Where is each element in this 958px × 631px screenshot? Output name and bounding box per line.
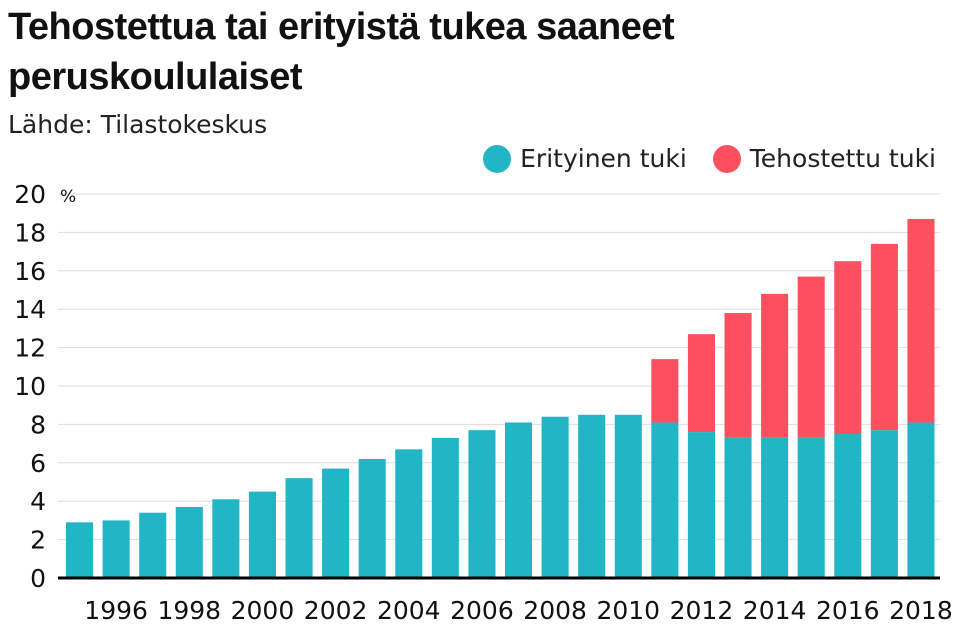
y-tick-label-2: 2 xyxy=(30,526,46,555)
legend-item-tehostettu-tuki: Tehostettu tuki xyxy=(712,144,936,173)
x-tick-label-2004: 2004 xyxy=(377,596,441,625)
legend-label-tehostettu-tuki: Tehostettu tuki xyxy=(749,144,936,173)
bar-erityinen-tuki-2013 xyxy=(724,437,752,578)
legend-swatch-tehostettu-tuki xyxy=(712,144,741,173)
bar-tehostettu-tuki-2018 xyxy=(907,218,935,423)
y-tick-label-8: 8 xyxy=(30,410,46,439)
y-tick-label-0: 0 xyxy=(30,564,46,593)
bar-erityinen-tuki-2007 xyxy=(505,422,533,578)
x-tick-label-2006: 2006 xyxy=(450,596,514,625)
y-tick-label-10: 10 xyxy=(14,372,46,401)
legend-swatch-erityinen-tuki xyxy=(483,144,512,173)
x-tick-label-2000: 2000 xyxy=(231,596,295,625)
x-tick-label-2008: 2008 xyxy=(523,596,587,625)
bar-erityinen-tuki-2018 xyxy=(907,422,935,578)
bar-erityinen-tuki-1997 xyxy=(139,512,167,578)
y-tick-label-14: 14 xyxy=(14,295,46,324)
y-unit-label: % xyxy=(60,187,76,207)
legend-item-erityinen-tuki: Erityinen tuki xyxy=(483,144,687,173)
bar-tehostettu-tuki-2017 xyxy=(870,243,898,431)
bar-erityinen-tuki-2009 xyxy=(578,414,606,578)
chart-source: Lähde: Tilastokeskus xyxy=(8,110,268,139)
bar-tehostettu-tuki-2016 xyxy=(834,261,862,434)
bar-erityinen-tuki-2012 xyxy=(687,432,715,578)
bar-erityinen-tuki-2003 xyxy=(358,458,386,578)
y-tick-label-4: 4 xyxy=(30,487,46,516)
bar-erityinen-tuki-2002 xyxy=(322,468,350,578)
bar-erityinen-tuki-2017 xyxy=(870,430,898,578)
bar-erityinen-tuki-2011 xyxy=(651,422,679,578)
legend-label-erityinen-tuki: Erityinen tuki xyxy=(520,144,687,173)
bar-erityinen-tuki-2005 xyxy=(431,437,459,578)
bar-erityinen-tuki-1998 xyxy=(175,506,203,578)
bar-tehostettu-tuki-2013 xyxy=(724,313,752,438)
bar-erityinen-tuki-1999 xyxy=(212,499,240,578)
bar-erityinen-tuki-2008 xyxy=(541,416,569,578)
bar-tehostettu-tuki-2014 xyxy=(761,293,789,438)
y-tick-label-20: 20 xyxy=(14,180,46,209)
x-tick-label-2014: 2014 xyxy=(743,596,807,625)
y-tick-label-18: 18 xyxy=(14,218,46,247)
x-tick-label-1998: 1998 xyxy=(157,596,221,625)
x-tick-label-2016: 2016 xyxy=(816,596,880,625)
y-tick-label-6: 6 xyxy=(30,449,46,478)
chart-title: Tehostettua tai erityistä tukea saaneet … xyxy=(8,6,675,98)
bar-erityinen-tuki-2004 xyxy=(395,449,423,578)
bar-erityinen-tuki-2015 xyxy=(797,437,825,578)
x-tick-label-1996: 1996 xyxy=(84,596,148,625)
bar-erityinen-tuki-2016 xyxy=(834,434,862,578)
x-tick-label-2010: 2010 xyxy=(596,596,660,625)
legend: Erityinen tuki Tehostettu tuki xyxy=(457,144,936,173)
x-tick-label-2018: 2018 xyxy=(889,596,953,625)
bar-erityinen-tuki-2014 xyxy=(761,437,789,578)
bar-erityinen-tuki-2000 xyxy=(248,491,276,578)
bar-tehostettu-tuki-2015 xyxy=(797,276,825,438)
bar-erityinen-tuki-2010 xyxy=(614,414,642,578)
bar-tehostettu-tuki-2012 xyxy=(687,334,715,433)
y-tick-label-16: 16 xyxy=(14,257,46,286)
bar-tehostettu-tuki-2011 xyxy=(651,359,679,423)
bar-erityinen-tuki-2006 xyxy=(468,430,496,578)
bar-erityinen-tuki-1995 xyxy=(66,522,94,578)
y-tick-label-12: 12 xyxy=(14,334,46,363)
x-tick-label-2002: 2002 xyxy=(304,596,368,625)
bar-erityinen-tuki-1996 xyxy=(102,520,130,578)
x-tick-label-2012: 2012 xyxy=(670,596,734,625)
bar-erityinen-tuki-2001 xyxy=(285,478,313,578)
